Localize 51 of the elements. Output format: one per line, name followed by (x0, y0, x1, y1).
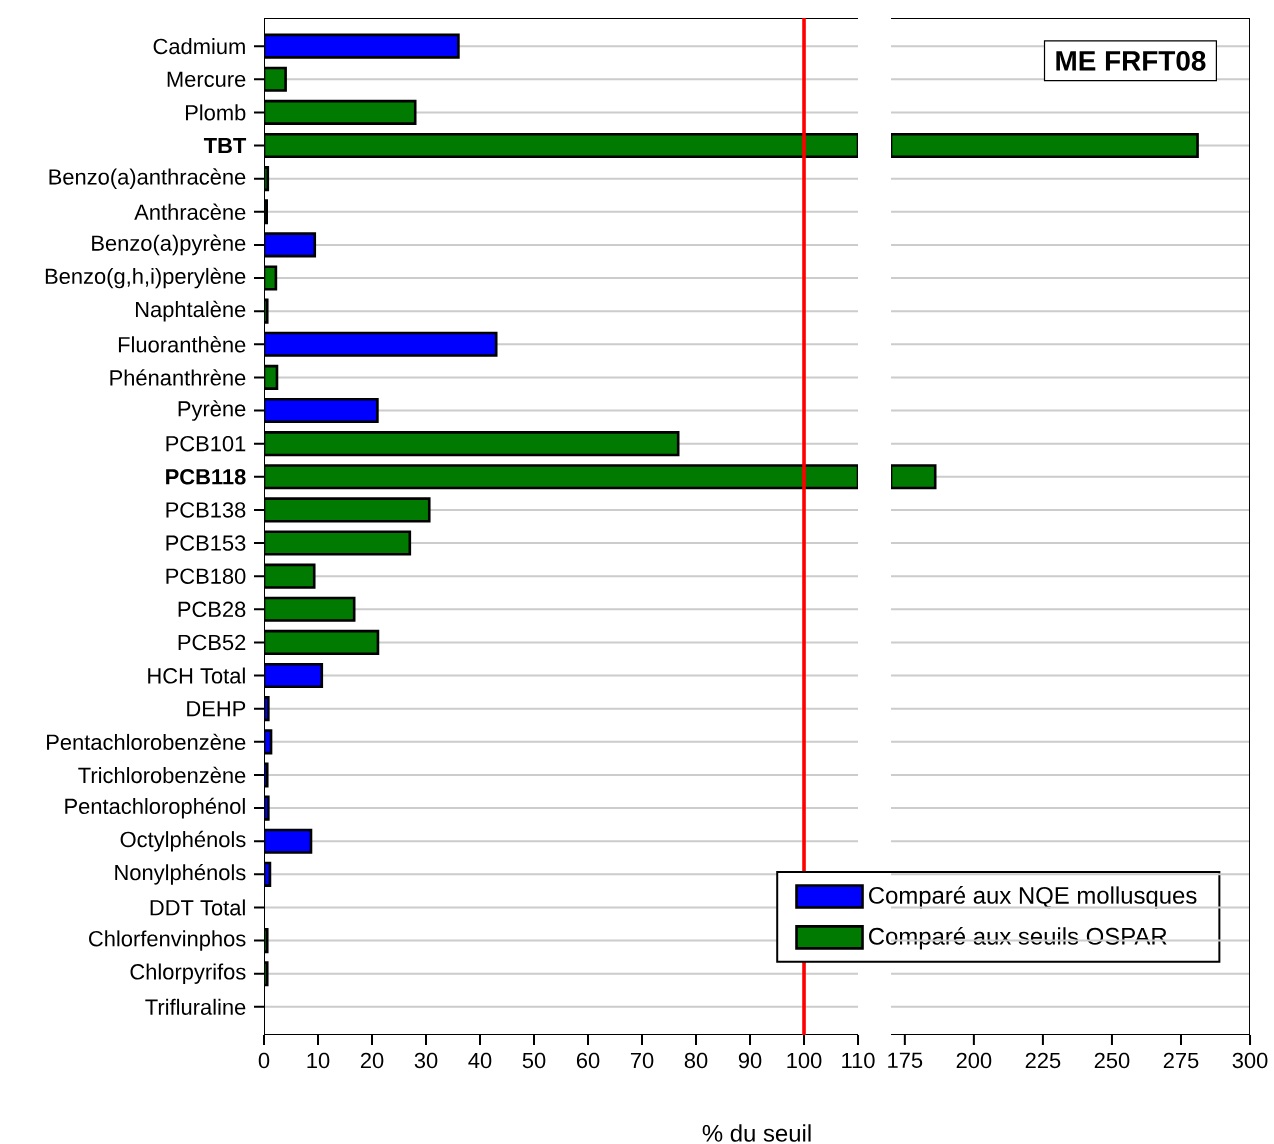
y-tick-label: TBT (203, 138, 247, 154)
x-tick-label: 300 (1232, 1052, 1268, 1069)
x-tick-label: 70 (630, 1052, 654, 1069)
x-tick-label: 200 (956, 1052, 992, 1069)
x-tick-label: 175 (888, 1052, 923, 1068)
y-tick-label: Pentachlorobenzène (47, 733, 246, 750)
y-tick-label: Mercure (167, 71, 246, 87)
y-tick-label: Trifluraline (145, 998, 246, 1015)
y-tick-label: Pyrène (178, 400, 246, 421)
x-tick-label: 50 (522, 1052, 546, 1069)
x-tick-label: 250 (1094, 1052, 1130, 1069)
y-tick-label: PCB28 (178, 601, 246, 618)
x-tick-label: 10 (307, 1052, 330, 1069)
x-axis-title: % du seuil (702, 1124, 811, 1142)
y-tick-label: PCB138 (166, 502, 246, 518)
y-tick-label: Benzo(a)pyrène (92, 234, 246, 256)
y-tick-label: Benzo(a)anthracène (49, 168, 246, 189)
y-tick-label: Cadmium (153, 38, 245, 55)
y-tick-label: Anthracène (134, 203, 246, 220)
x-tick-label: 110 (842, 1052, 875, 1069)
y-tick-label: PCB180 (166, 568, 246, 584)
x-tick-label: 90 (738, 1052, 762, 1069)
y-tick-label: Fluoranthène (118, 336, 246, 353)
y-tick-label: PCB153 (166, 535, 246, 551)
x-tick-label: 20 (360, 1052, 384, 1069)
y-tick-label: Octylphénols (120, 830, 246, 852)
y-tick-label: Pentachlorophénol (65, 797, 245, 819)
y-tick-label: DDT Total (150, 899, 245, 916)
x-tick-label: 100 (787, 1052, 822, 1069)
y-tick-label: DEHP (187, 701, 246, 717)
y-tick-label: Plomb (185, 104, 246, 121)
x-tick-label: 80 (684, 1052, 708, 1069)
x-tick-label: 30 (414, 1052, 438, 1069)
y-tick-label: PCB118 (166, 469, 246, 485)
x-tick-label: 0 (258, 1052, 270, 1069)
y-tick-label: Nonylphénols (115, 864, 246, 885)
x-tick-label: 40 (468, 1052, 492, 1069)
y-tick-label: Benzo(g,h,i)perylène (45, 267, 246, 289)
y-tick-label: Chlorfenvinphos (89, 930, 246, 951)
y-tick-label: PCB101 (166, 435, 246, 452)
y-tick-label: Phénanthrène (110, 369, 246, 386)
y-tick-label: Naphtalène (136, 300, 246, 322)
y-tick-label: PCB52 (178, 634, 246, 651)
x-tick-label: 60 (576, 1052, 600, 1069)
x-tick-label: 275 (1163, 1052, 1199, 1069)
y-tick-label: Trichlorobenzène (78, 766, 246, 784)
annotation: ME FRFT08 (1056, 50, 1206, 71)
x-tick-label: 225 (1025, 1052, 1061, 1069)
legend-label: Comparé aux NQE mollusques (869, 886, 1197, 909)
y-tick-label: HCH Total (148, 667, 245, 684)
y-tick-label: Chlorpyrifos (130, 963, 246, 984)
